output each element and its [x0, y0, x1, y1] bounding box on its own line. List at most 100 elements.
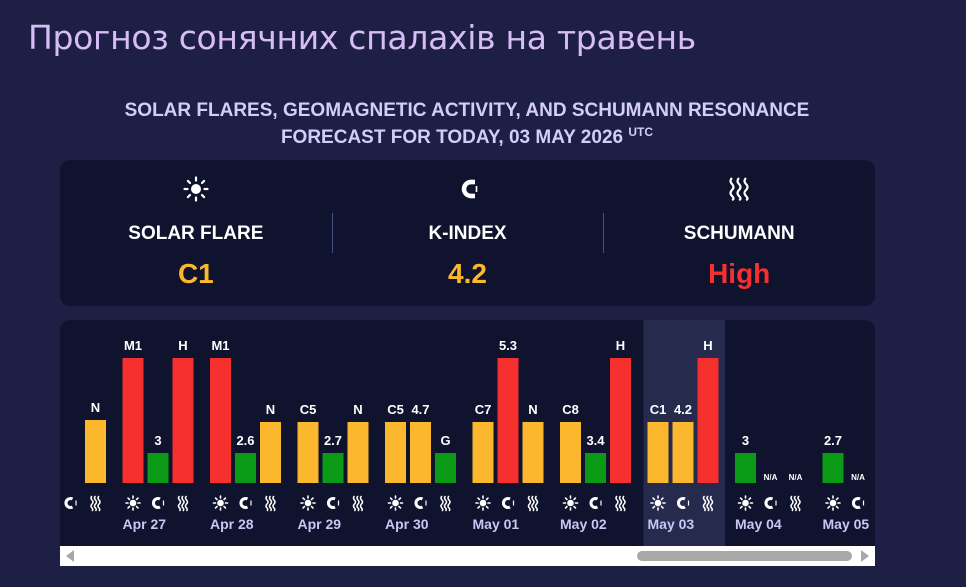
waves-icon — [603, 176, 875, 202]
forecast-bar — [210, 358, 231, 483]
forecast-bar — [410, 422, 431, 483]
magnet-icon — [677, 497, 690, 509]
summary-label: SOLAR FLARE — [128, 223, 264, 244]
bar-value-label: C7 — [475, 402, 492, 417]
day-date-label: May 05 — [823, 516, 870, 532]
bar-value-label: 4.7 — [411, 402, 429, 417]
bar-value-label: 5.3 — [499, 338, 517, 353]
forecast-bar-chart: N M1 3 H Apr 27 M1 2.6 N Apr 28 C5 2.7 N Apr 29 C5 4.7… — [64, 320, 870, 546]
forecast-chart[interactable]: N M1 3 H Apr 27 M1 2.6 N Apr 28 C5 2.7 N Apr 29 C5 4.7… — [60, 320, 875, 546]
sun-icon — [562, 495, 579, 511]
magnet-icon — [327, 497, 340, 509]
bar-value-label: 4.2 — [674, 402, 692, 417]
bar-na-label: N/A — [851, 473, 865, 482]
sun-icon — [387, 495, 404, 511]
forecast-subtitle: SOLAR FLARES, GEOMAGNETIC ACTIVITY, AND … — [0, 97, 934, 153]
bar-na-label: N/A — [789, 473, 803, 482]
day-date-label: May 02 — [560, 516, 607, 532]
magnet-icon — [764, 497, 777, 509]
forecast-bar — [347, 422, 369, 483]
magnet-icon — [414, 497, 427, 509]
forecast-bar — [172, 358, 194, 483]
sun-icon — [475, 495, 491, 511]
bar-value-label: 3.4 — [586, 433, 605, 448]
waves-icon — [615, 495, 626, 512]
summary-schumann: SCHUMANN High — [603, 160, 875, 306]
forecast-bar — [647, 422, 669, 483]
bar-na-label: N/A — [764, 473, 778, 482]
waves-icon — [527, 495, 539, 512]
bar-value-label: H — [616, 338, 625, 353]
forecast-bar — [85, 420, 106, 483]
subtitle-line-1: SOLAR FLARES, GEOMAGNETIC ACTIVITY, AND … — [124, 100, 810, 121]
waves-icon — [177, 495, 189, 512]
bar-value-label: 2.7 — [824, 433, 842, 448]
waves-icon — [702, 495, 714, 512]
scroll-right-arrow-icon[interactable] — [861, 550, 869, 562]
scroll-left-arrow-icon[interactable] — [66, 550, 74, 562]
magnet-icon — [502, 497, 515, 509]
forecast-bar — [672, 422, 694, 483]
page-title: Прогноз сонячних спалахів на травень — [28, 18, 696, 57]
chart-scrollbar[interactable] — [60, 546, 875, 566]
bar-value-label: H — [703, 338, 712, 353]
forecast-bar — [435, 453, 456, 483]
bar-value-label: C5 — [300, 402, 317, 417]
waves-icon — [352, 495, 364, 512]
forecast-bar — [147, 453, 169, 483]
day-date-label: Apr 27 — [123, 516, 167, 532]
sun-icon — [737, 495, 754, 511]
forecast-bar — [122, 358, 144, 483]
bar-value-label: 2.6 — [236, 433, 254, 448]
bar-value-label: M1 — [211, 338, 229, 353]
forecast-bar — [522, 422, 544, 483]
summary-solar-flare: SOLAR FLARE C1 — [60, 160, 332, 306]
timezone-label: UTC — [628, 125, 654, 139]
day-date-label: Apr 30 — [385, 516, 429, 532]
forecast-bar — [585, 453, 606, 483]
summary-label: SCHUMANN — [683, 223, 795, 244]
magnet-icon — [332, 176, 604, 202]
forecast-bar — [472, 422, 494, 483]
bar-value-label: 3 — [154, 433, 161, 448]
bar-value-label: C1 — [650, 402, 667, 417]
waves-icon — [790, 495, 801, 512]
bar-value-label: M1 — [124, 338, 142, 353]
summary-label: K-INDEX — [428, 223, 507, 244]
sun-icon — [60, 176, 332, 202]
bar-value-label: N — [353, 402, 362, 417]
summary-value: High — [708, 258, 771, 289]
today-summary-card: SOLAR FLARE C1 K-INDEX 4.2 SCHUMANN — [60, 160, 875, 306]
bar-value-label: C8 — [562, 402, 579, 417]
forecast-bar — [235, 453, 256, 483]
forecast-bar — [260, 422, 281, 483]
forecast-bar — [822, 453, 844, 483]
magnet-icon — [152, 497, 165, 509]
sun-icon — [650, 495, 666, 511]
scrollbar-thumb[interactable] — [637, 551, 852, 561]
sun-icon — [300, 495, 316, 511]
magnet-icon — [852, 497, 865, 509]
bar-value-label: 3 — [742, 433, 749, 448]
day-date-label: May 03 — [648, 516, 695, 532]
forecast-bar — [735, 453, 756, 483]
forecast-bar — [322, 453, 344, 483]
forecast-bar — [297, 422, 319, 483]
sun-icon — [825, 495, 841, 511]
bar-value-label: N — [528, 402, 537, 417]
waves-icon — [440, 495, 451, 512]
bar-value-label: C5 — [387, 402, 404, 417]
day-date-label: May 04 — [735, 516, 782, 532]
magnet-icon — [64, 497, 77, 509]
bar-value-label: 2.7 — [324, 433, 342, 448]
summary-value: C1 — [177, 258, 214, 289]
sun-icon — [125, 495, 141, 511]
magnet-icon — [239, 497, 252, 509]
bar-value-label: N — [266, 402, 275, 417]
bar-value-label: N — [91, 400, 100, 415]
day-date-label: Apr 28 — [210, 516, 254, 532]
waves-icon — [90, 495, 101, 512]
summary-k-index: K-INDEX 4.2 — [331, 160, 604, 306]
bar-value-label: G — [440, 433, 450, 448]
forecast-bar — [497, 358, 519, 483]
